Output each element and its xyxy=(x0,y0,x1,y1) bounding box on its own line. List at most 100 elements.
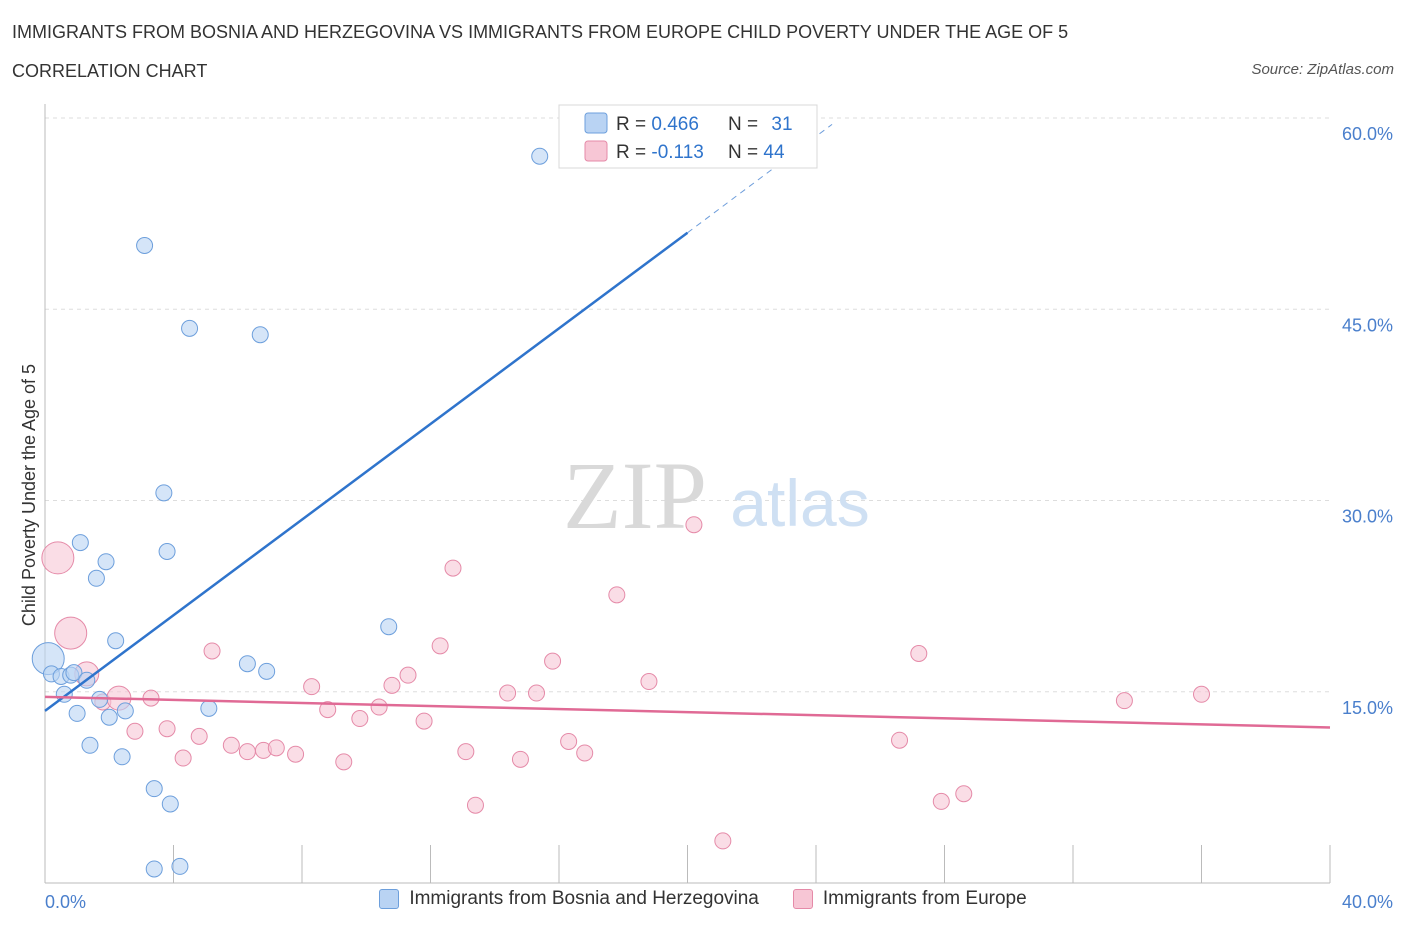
trend-line-bosnia xyxy=(44,231,689,712)
watermark-zip: ZIP xyxy=(563,442,707,549)
point-europe xyxy=(576,744,594,762)
point-europe xyxy=(1193,685,1210,703)
point-europe xyxy=(190,727,208,745)
stats-n-label-2: N = 44 xyxy=(728,142,785,163)
point-europe xyxy=(303,678,321,696)
chart-subtitle: CORRELATION CHART xyxy=(12,61,208,81)
series-bosnia-points xyxy=(31,147,549,878)
y-tick-label: 30.0% xyxy=(1342,507,1393,527)
point-europe xyxy=(351,710,369,728)
stats-r-label-2: R = -0.113 xyxy=(616,142,704,163)
tick-labels: 15.0% 30.0% 45.0% 60.0% 0.0% 40.0% xyxy=(45,124,1393,912)
point-bosnia xyxy=(71,534,89,552)
point-bosnia xyxy=(100,708,118,726)
y-tick-label: 15.0% xyxy=(1342,698,1393,718)
legend-swatch-europe xyxy=(792,889,813,909)
stats-r-value-2: -0.113 xyxy=(651,142,703,163)
trend-line-bosnia-extension xyxy=(687,123,833,234)
legend-label-europe: Immigrants from Europe xyxy=(822,888,1027,909)
point-europe xyxy=(511,750,529,768)
point-europe xyxy=(891,731,909,749)
point-bosnia xyxy=(158,543,176,560)
point-europe xyxy=(499,684,517,702)
chart-title: IMMIGRANTS FROM BOSNIA AND HERZEGOVINA V… xyxy=(12,22,1069,42)
point-europe xyxy=(457,743,475,761)
point-bosnia xyxy=(171,857,189,875)
point-europe xyxy=(640,673,658,691)
legend-item-europe: Immigrants from Europe xyxy=(792,888,1027,910)
point-europe xyxy=(287,745,305,763)
point-europe xyxy=(955,785,973,803)
point-europe xyxy=(560,732,578,750)
point-bosnia xyxy=(136,237,154,254)
point-bosnia xyxy=(258,662,276,680)
point-bosnia xyxy=(181,319,199,337)
x-tick-label-min: 0.0% xyxy=(45,892,86,912)
legend-label-bosnia: Immigrants from Bosnia and Herzegovina xyxy=(409,888,759,909)
x-tick-label-max: 40.0% xyxy=(1342,892,1393,912)
point-bosnia xyxy=(200,699,218,717)
legend-item-bosnia: Immigrants from Bosnia and Herzegovina xyxy=(379,888,759,910)
stats-n-value-1: 31 xyxy=(771,114,792,135)
point-europe xyxy=(267,739,285,757)
point-europe xyxy=(335,753,353,771)
point-europe xyxy=(544,652,562,670)
point-europe xyxy=(370,698,388,716)
point-europe xyxy=(431,637,449,655)
point-europe xyxy=(203,642,221,660)
point-bosnia xyxy=(87,569,105,587)
point-europe xyxy=(528,684,546,702)
trend-line-europe xyxy=(44,695,1331,729)
stats-r-value-1: 0.466 xyxy=(651,114,699,135)
point-europe xyxy=(41,541,75,575)
point-europe xyxy=(126,722,144,740)
y-tick-label: 45.0% xyxy=(1342,315,1393,335)
stats-legend-swatch-pink xyxy=(584,140,608,162)
source-credit: Source: ZipAtlas.com xyxy=(1251,61,1394,78)
point-bosnia xyxy=(161,795,179,813)
point-europe xyxy=(466,796,484,814)
point-europe xyxy=(444,559,462,577)
y-tick-label: 60.0% xyxy=(1342,124,1393,144)
point-bosnia xyxy=(531,147,549,165)
point-europe xyxy=(910,645,928,662)
point-bosnia xyxy=(81,736,99,754)
y-axis-label: Child Poverty Under the Age of 5 xyxy=(19,364,39,626)
point-europe xyxy=(174,749,192,767)
point-bosnia xyxy=(113,748,131,766)
stats-legend: R = 0.466 N = 31 R = -0.113 N = 44 xyxy=(558,104,818,169)
point-europe xyxy=(415,712,433,730)
point-europe xyxy=(238,743,256,761)
point-bosnia xyxy=(107,632,125,650)
point-bosnia xyxy=(97,553,115,571)
point-bosnia xyxy=(68,704,86,722)
point-bosnia xyxy=(145,780,163,798)
stats-legend-swatch-blue xyxy=(584,112,608,134)
series-europe-points xyxy=(41,516,1210,850)
point-europe xyxy=(158,720,176,738)
point-europe xyxy=(932,792,950,810)
point-bosnia xyxy=(65,664,83,682)
watermark-atlas: atlas xyxy=(730,466,869,540)
point-bosnia xyxy=(251,326,269,344)
gridlines xyxy=(45,117,1330,693)
point-europe xyxy=(383,676,401,694)
point-europe xyxy=(714,832,732,850)
point-bosnia xyxy=(380,618,398,636)
stats-r-label-1: R = 0.466 xyxy=(616,114,699,135)
bottom-legend: Immigrants from Bosnia and Herzegovina I… xyxy=(0,888,1406,910)
trend-lines xyxy=(44,123,1331,729)
stats-n-value-2: 44 xyxy=(763,142,785,163)
legend-swatch-bosnia xyxy=(379,889,400,909)
point-europe xyxy=(608,586,626,604)
point-europe xyxy=(319,701,337,719)
point-europe xyxy=(399,666,417,684)
point-bosnia xyxy=(116,702,134,720)
stats-n-label-1: N = 31 xyxy=(728,114,793,135)
point-bosnia xyxy=(155,484,173,502)
point-bosnia xyxy=(238,655,256,673)
point-europe xyxy=(685,516,703,534)
watermark: ZIP atlas xyxy=(563,442,870,549)
point-europe xyxy=(1115,692,1133,710)
